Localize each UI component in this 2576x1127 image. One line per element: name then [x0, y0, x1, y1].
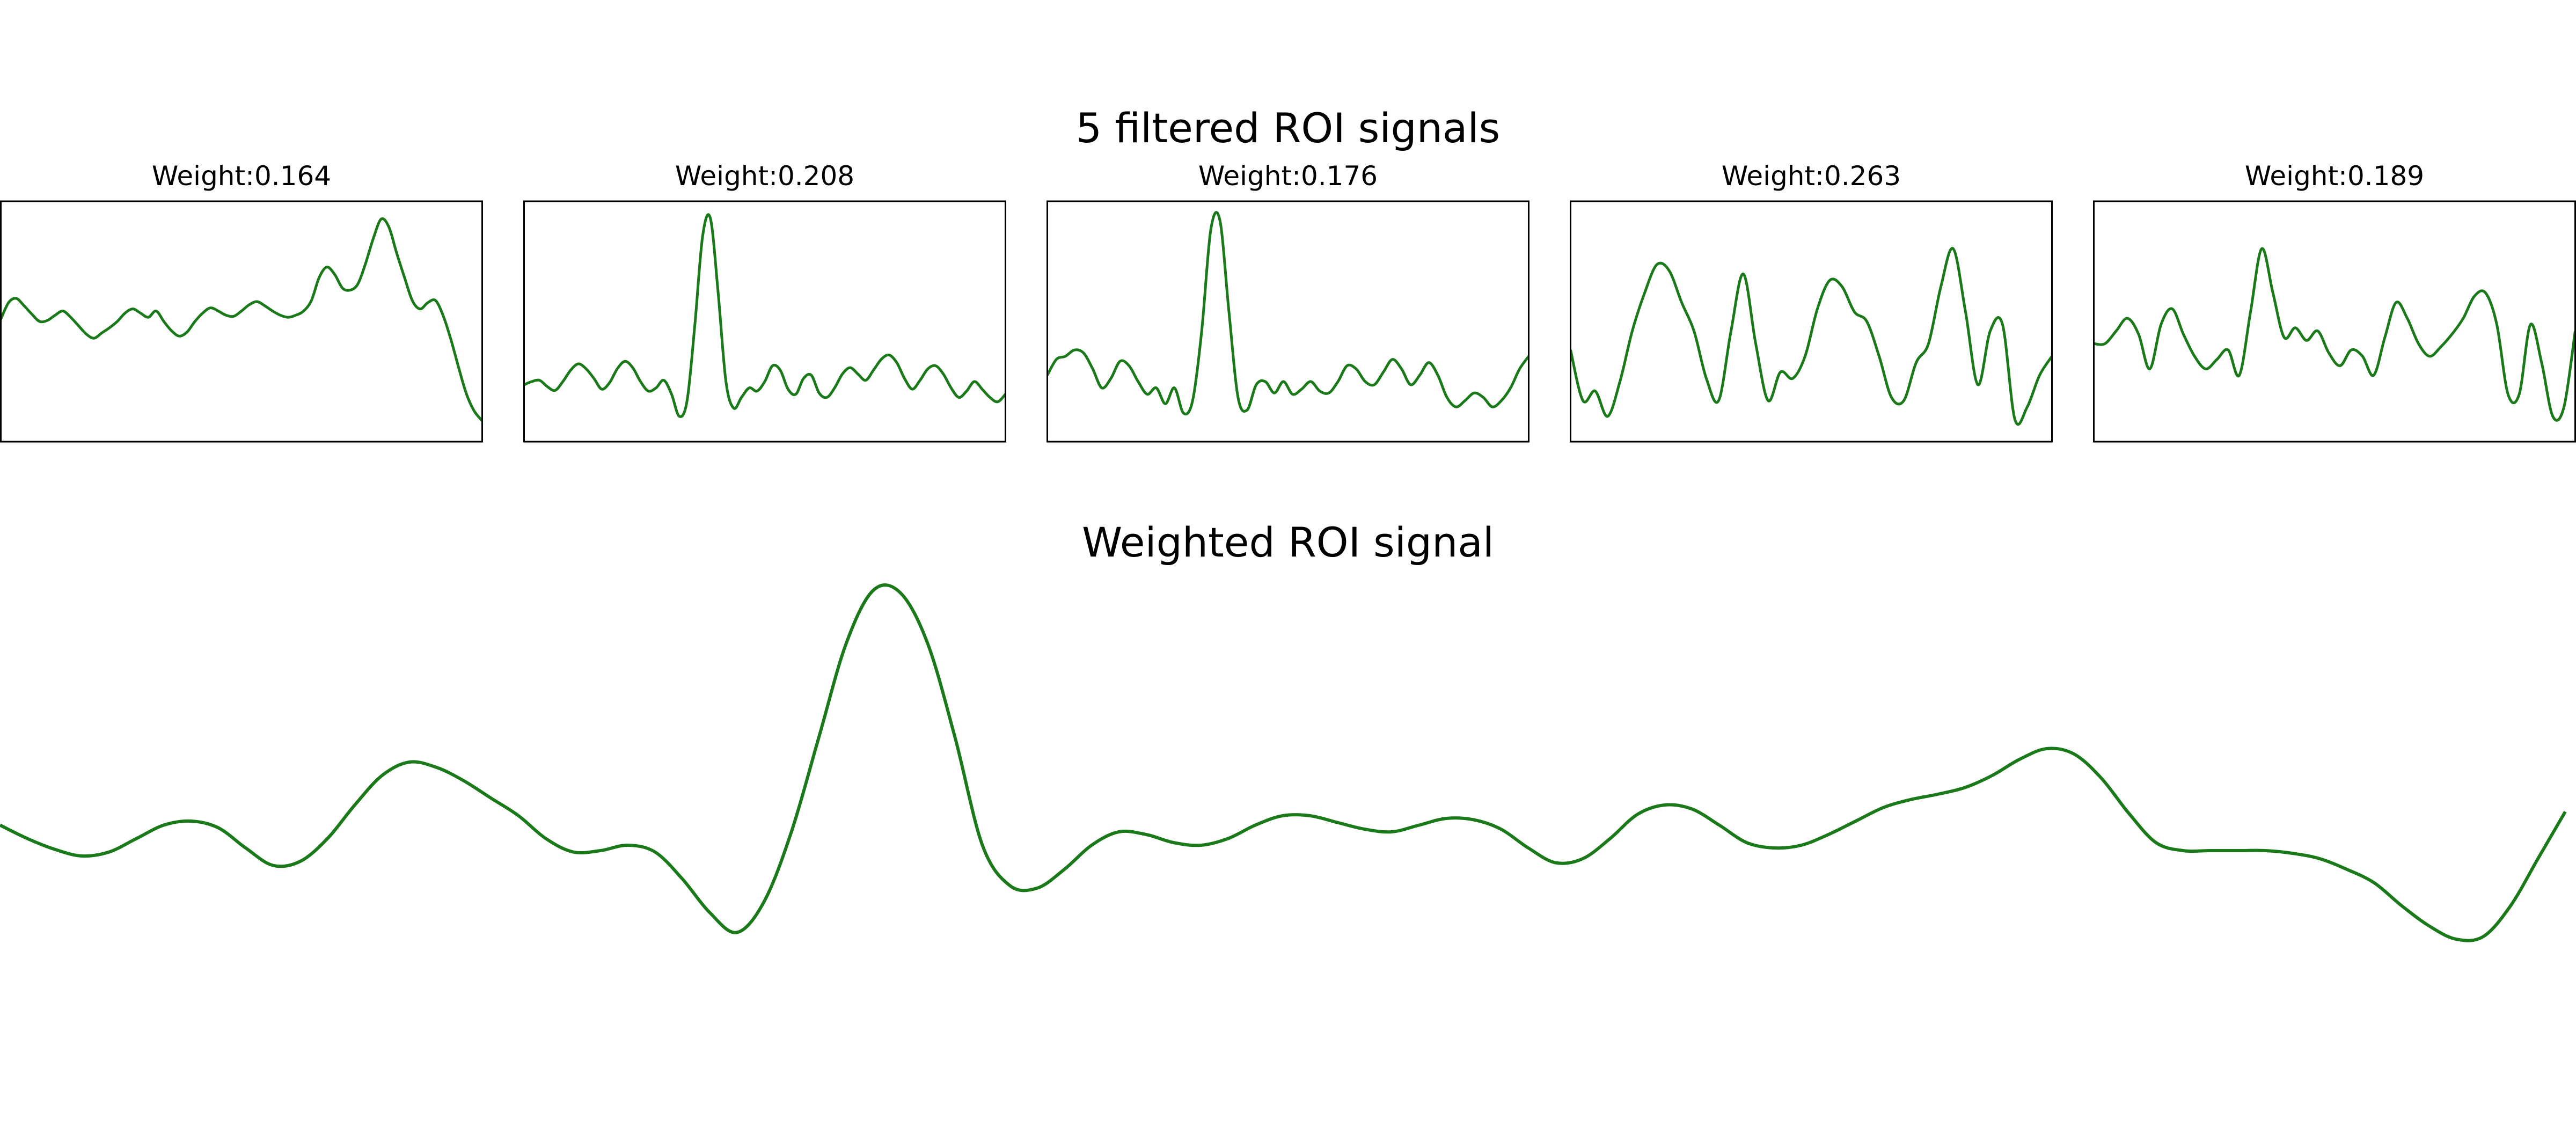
panel-2-title: Weight:0.208: [675, 160, 854, 192]
panel-3: Weight:0.176: [1046, 160, 1529, 443]
weighted-signal-plot: [0, 583, 2567, 942]
panel-5-title: Weight:0.189: [2245, 160, 2424, 192]
weighted-signal-line: [0, 583, 2567, 942]
panel-5-signal-line: [2094, 247, 2575, 422]
panel-2-signal-line: [524, 213, 1006, 418]
panel-2: Weight:0.208: [523, 160, 1006, 443]
figure-suptitle: 5 filtered ROI signals: [1076, 104, 1500, 152]
panel-3-signal-line: [1047, 211, 1529, 415]
panel-3-frame: [1046, 200, 1529, 443]
panels: Weight:0.164 Weight:0.208 Weight:0.176 Weig…: [0, 160, 2576, 443]
panel-4-title: Weight:0.263: [1722, 160, 1901, 192]
panel-2-frame: [523, 200, 1006, 443]
panel-5: Weight:0.189: [2093, 160, 2576, 443]
panel-5-frame: [2093, 200, 2576, 443]
panel-4: Weight:0.263: [1570, 160, 2053, 443]
panel-1-frame: [0, 200, 483, 443]
panel-1-signal-line: [1, 217, 482, 422]
panel-4-frame: [1570, 200, 2053, 443]
panel-4-signal-line: [1570, 247, 2052, 426]
weighted-signal-title: Weighted ROI signal: [1082, 518, 1494, 566]
panel-3-title: Weight:0.176: [1198, 160, 1378, 192]
panel-1-title: Weight:0.164: [152, 160, 331, 192]
panel-1: Weight:0.164: [0, 160, 483, 443]
